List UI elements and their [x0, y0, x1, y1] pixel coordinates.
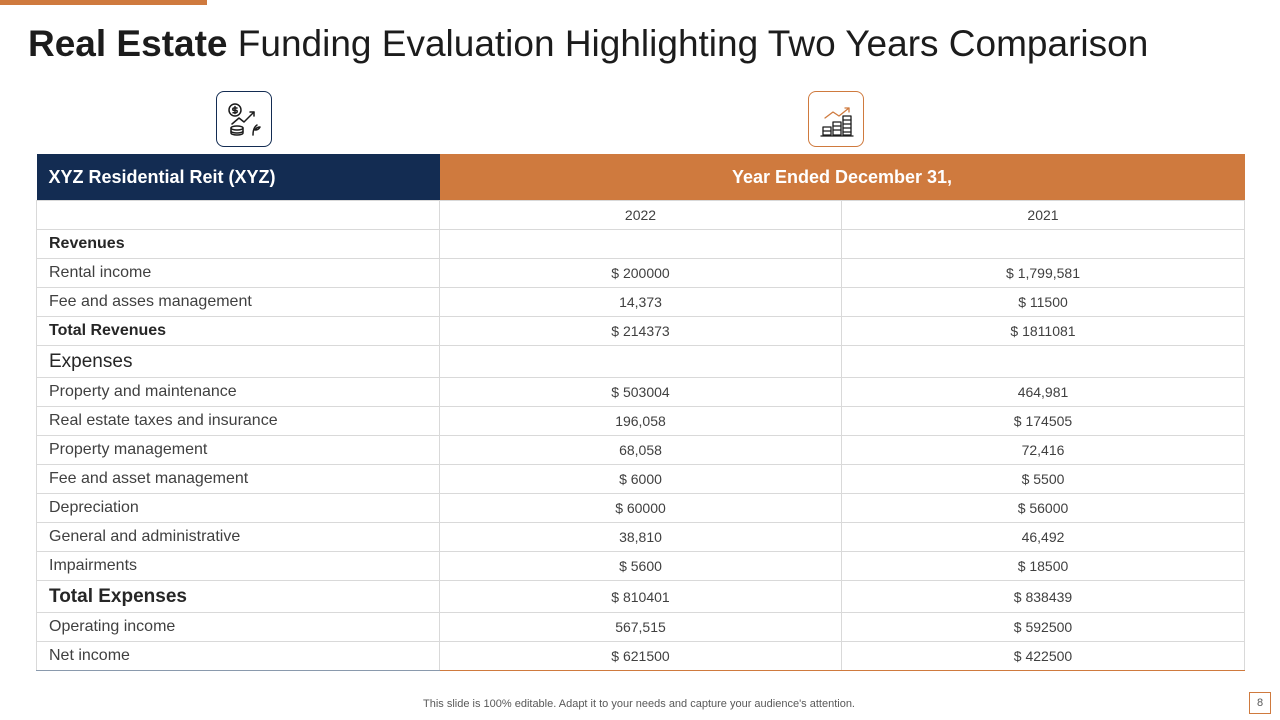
- revenues-heading: Revenues: [36, 229, 440, 259]
- row-label: Total Revenues: [36, 316, 440, 346]
- total-expenses-row: Total Expenses $ 810401 $ 838439: [36, 580, 1245, 613]
- expenses-heading-row: Expenses: [36, 345, 1245, 378]
- value-2022: $ 6000: [439, 464, 842, 494]
- value-2021: 46,492: [841, 522, 1245, 552]
- year-2022-heading: 2022: [439, 200, 842, 230]
- revenues-heading-row: Revenues: [36, 229, 1245, 259]
- row-label: Real estate taxes and insurance: [36, 406, 440, 436]
- value-2022: $ 5600: [439, 551, 842, 581]
- year-2021-heading: 2021: [841, 200, 1245, 230]
- row-label: Rental income: [36, 258, 440, 288]
- net-income-row: Net income $ 621500 $ 422500: [36, 641, 1245, 671]
- value-2021: $ 5500: [841, 464, 1245, 494]
- value-2022: 14,373: [439, 287, 842, 317]
- table-row: Property management 68,058 72,416: [36, 435, 1245, 465]
- value-2022: $ 810401: [439, 580, 842, 613]
- page-title-rest: Funding Evaluation Highlighting Two Year…: [227, 23, 1149, 64]
- value-2022: $ 60000: [439, 493, 842, 523]
- value-2021: $ 56000: [841, 493, 1245, 523]
- row-label: Fee and asses management: [36, 287, 440, 317]
- value-2022: 567,515: [439, 612, 842, 642]
- table-row: Real estate taxes and insurance 196,058 …: [36, 406, 1245, 436]
- row-label: Net income: [36, 641, 440, 671]
- row-label: Impairments: [36, 551, 440, 581]
- years-row-label: [36, 200, 440, 230]
- row-label: General and administrative: [36, 522, 440, 552]
- table-row: Impairments $ 5600 $ 18500: [36, 551, 1245, 581]
- value-2021: $ 174505: [841, 406, 1245, 436]
- money-growth-icon: [216, 91, 272, 147]
- value-2022: $ 200000: [439, 258, 842, 288]
- value-2022: 38,810: [439, 522, 842, 552]
- comparison-table: XYZ Residential Reit (XYZ) Year Ended De…: [36, 154, 1245, 671]
- value-2021: 464,981: [841, 377, 1245, 407]
- footer-note: This slide is 100% editable. Adapt it to…: [423, 698, 855, 710]
- value-2022: $ 621500: [439, 641, 842, 671]
- page-number: 8: [1249, 692, 1271, 714]
- value-2021: $ 838439: [841, 580, 1245, 613]
- value-2021: $ 422500: [841, 641, 1245, 671]
- row-label: Operating income: [36, 612, 440, 642]
- table-row: Fee and asses management 14,373 $ 11500: [36, 287, 1245, 317]
- page-title-bold: Real Estate: [28, 23, 228, 64]
- empty-cell: [841, 229, 1245, 259]
- operating-income-row: Operating income 567,515 $ 592500: [36, 612, 1245, 642]
- total-revenues-row: Total Revenues $ 214373 $ 1811081: [36, 316, 1245, 346]
- coin-stack-chart-icon: [808, 91, 864, 147]
- table-row: Property and maintenance $ 503004 464,98…: [36, 377, 1245, 407]
- accent-bar: [0, 0, 207, 5]
- row-label: Property and maintenance: [36, 377, 440, 407]
- value-2021: $ 18500: [841, 551, 1245, 581]
- value-2022: 68,058: [439, 435, 842, 465]
- row-label: Depreciation: [36, 493, 440, 523]
- value-2022: $ 503004: [439, 377, 842, 407]
- value-2021: $ 1,799,581: [841, 258, 1245, 288]
- value-2021: $ 1811081: [841, 316, 1245, 346]
- empty-cell: [841, 345, 1245, 378]
- years-row: 2022 2021: [36, 200, 1245, 230]
- table-header-row: XYZ Residential Reit (XYZ) Year Ended De…: [36, 154, 1245, 201]
- value-2021: $ 592500: [841, 612, 1245, 642]
- page-title: Real Estate Funding Evaluation Highlight…: [28, 22, 1148, 66]
- table-row: Rental income $ 200000 $ 1,799,581: [36, 258, 1245, 288]
- value-2022: $ 214373: [439, 316, 842, 346]
- empty-cell: [439, 229, 842, 259]
- row-label: Property management: [36, 435, 440, 465]
- value-2022: 196,058: [439, 406, 842, 436]
- table-row: General and administrative 38,810 46,492: [36, 522, 1245, 552]
- empty-cell: [439, 345, 842, 378]
- period-heading: Year Ended December 31,: [439, 154, 1245, 201]
- table-row: Depreciation $ 60000 $ 56000: [36, 493, 1245, 523]
- row-label: Fee and asset management: [36, 464, 440, 494]
- table-row: Fee and asset management $ 6000 $ 5500: [36, 464, 1245, 494]
- expenses-heading: Expenses: [36, 345, 440, 378]
- company-name: XYZ Residential Reit (XYZ): [36, 154, 440, 201]
- row-label: Total Expenses: [36, 580, 440, 613]
- value-2021: $ 11500: [841, 287, 1245, 317]
- value-2021: 72,416: [841, 435, 1245, 465]
